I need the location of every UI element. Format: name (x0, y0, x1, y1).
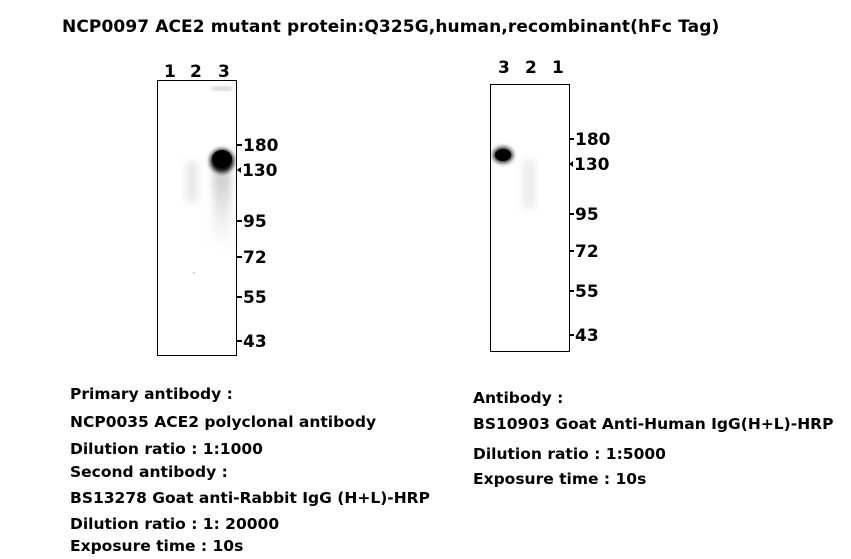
left-second-value: BS13278 Goat anti-Rabbit IgG (H+L)-HRP (70, 489, 430, 507)
left-marker-tick (237, 340, 242, 342)
right-exposure: Exposure time : 10s (473, 470, 647, 488)
right-marker-130: 130 (569, 155, 610, 175)
left-marker-72: 72 (237, 248, 267, 268)
left-lane2-smear (186, 161, 198, 201)
left-marker-55: 55 (237, 288, 267, 308)
right-lane2-smear (523, 159, 535, 209)
left-lane-label-1: 1 (164, 62, 176, 82)
left-lane-labels: 1 2 3 (160, 62, 240, 84)
right-marker-tick (569, 290, 574, 292)
right-marker-95: 95 (569, 205, 599, 225)
left-primary-heading: Primary antibody : (70, 385, 233, 403)
right-lane3-band-core (495, 149, 511, 161)
left-blot-image (186, 87, 234, 274)
left-exposure: Exposure time : 10s (70, 537, 244, 555)
left-marker-180: 180 (237, 136, 279, 156)
right-marker-55: 55 (569, 282, 599, 302)
left-second-heading: Second antibody : (70, 463, 228, 481)
left-lane3-top-mark (212, 87, 232, 90)
left-marker-43: 43 (237, 332, 267, 352)
right-marker-72: 72 (569, 242, 599, 262)
right-marker-180: 180 (569, 130, 611, 150)
left-marker-130: 130 (237, 161, 278, 181)
left-marker-tick (237, 144, 242, 146)
left-dilution-second: Dilution ratio : 1: 20000 (70, 515, 280, 533)
right-dilution: Dilution ratio : 1:5000 (473, 445, 666, 463)
right-blot-image (493, 147, 535, 209)
left-marker-tick (237, 256, 242, 258)
left-lane-label-3: 3 (218, 62, 230, 82)
right-antibody-heading: Antibody : (473, 389, 564, 407)
left-marker-tick (237, 296, 242, 298)
figure-title: NCP0097 ACE2 mutant protein:Q325G,human,… (62, 17, 720, 37)
right-marker-43: 43 (569, 326, 599, 346)
left-blot-membrane (157, 80, 237, 356)
left-primary-value: NCP0035 ACE2 polyclonal antibody (70, 413, 377, 431)
right-marker-arrow (569, 161, 573, 167)
left-lane-label-2: 2 (190, 62, 202, 82)
right-lane-labels: 3 2 1 (494, 58, 574, 80)
right-marker-tick (569, 334, 574, 336)
left-lane3-smear (213, 173, 231, 253)
right-lane-label-2: 2 (525, 58, 537, 78)
left-lane3-band-core (212, 150, 232, 168)
right-marker-tick (569, 138, 574, 140)
right-blot-membrane (490, 84, 570, 352)
right-antibody-value: BS10903 Goat Anti-Human IgG(H+L)-HRP (473, 415, 834, 433)
right-lane-label-3: 3 (498, 58, 510, 78)
left-marker-arrow (237, 167, 241, 173)
right-marker-tick (569, 213, 574, 215)
left-marker-tick (237, 220, 242, 222)
left-speck (193, 272, 195, 274)
left-dilution-primary: Dilution ratio : 1:1000 (70, 440, 263, 458)
right-marker-tick (569, 250, 574, 252)
left-marker-95: 95 (237, 212, 267, 232)
right-lane-label-1: 1 (552, 58, 564, 78)
